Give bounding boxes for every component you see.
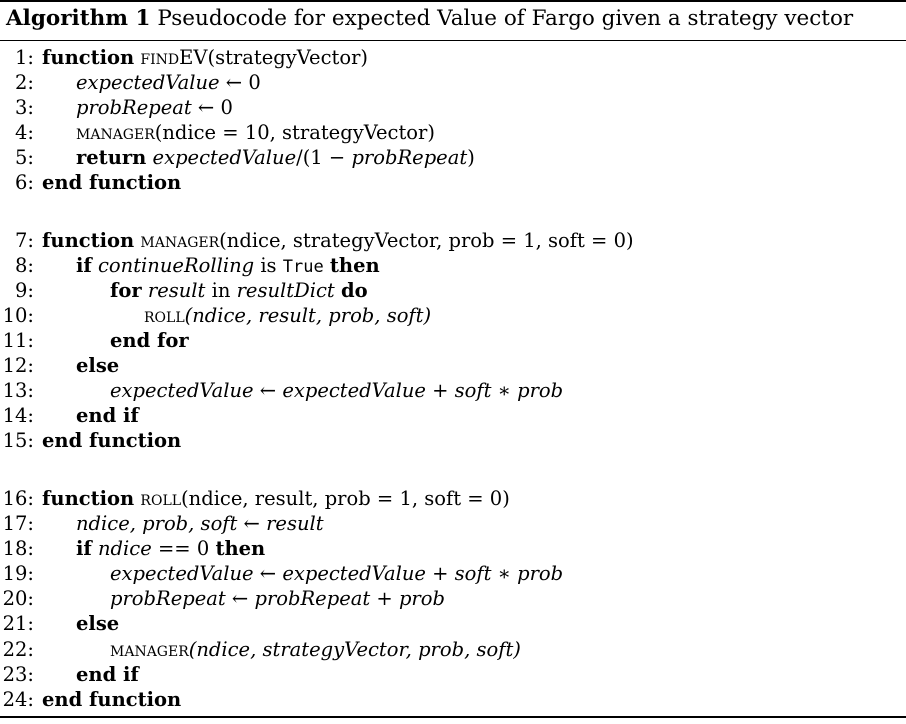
line-content: end for <box>110 329 189 352</box>
line-number: 14: <box>2 404 34 427</box>
line-content: function roll(ndice, result, prob = 1, s… <box>42 486 510 511</box>
line-number: 4: <box>15 121 34 144</box>
procedure-name: findEV <box>140 46 208 69</box>
variable: continueRolling <box>98 254 255 277</box>
keyword: then <box>329 254 380 277</box>
keyword: if <box>76 254 92 277</box>
line-content: end function <box>42 429 182 452</box>
variable: expectedValue <box>152 146 297 169</box>
line-number: 8: <box>15 254 34 277</box>
variable: ndice <box>98 537 152 560</box>
arguments: (ndice, result, prob = 1, soft = 0) <box>181 487 510 510</box>
line-content: manager(ndice, strategyVector, prob, sof… <box>110 637 521 662</box>
keyword: then <box>215 537 266 560</box>
operator: ) <box>467 146 475 169</box>
line-number: 19: <box>2 562 34 585</box>
variable: result <box>147 279 206 302</box>
keyword: if <box>76 537 92 560</box>
algorithm-caption: Algorithm 1 Pseudocode for expected Valu… <box>6 6 853 32</box>
keyword: function <box>42 229 135 252</box>
line-content: expectedValue ← expectedValue + soft ∗ p… <box>110 379 564 402</box>
line-number: 12: <box>2 354 34 377</box>
line-content: return expectedValue/(1 − probRepeat) <box>76 145 475 170</box>
variable: expectedValue <box>76 71 220 94</box>
arguments: (strategyVector) <box>207 46 369 69</box>
top-rule <box>0 0 906 2</box>
operator: /(1 − <box>296 146 352 169</box>
line-content: expectedValue ← expectedValue + soft ∗ p… <box>110 562 564 585</box>
assignment: ← 0 <box>191 96 233 119</box>
line-content: function manager(ndice, strategyVector, … <box>42 228 634 253</box>
line-number: 11: <box>2 329 34 352</box>
literal: True <box>282 257 324 277</box>
line-number: 22: <box>2 638 34 661</box>
variable: probRepeat <box>351 146 468 169</box>
procedure-name: manager <box>110 638 189 661</box>
line-content: if ndice == 0 then <box>76 536 265 561</box>
line-content: end if <box>76 404 139 427</box>
caption-label: Algorithm 1 <box>6 6 151 31</box>
line-number: 24: <box>2 688 34 711</box>
line-number: 13: <box>2 379 34 402</box>
line-content: end function <box>42 688 182 711</box>
arguments: (ndice, strategyVector, prob = 1, soft =… <box>219 229 634 252</box>
procedure-name: roll <box>140 487 182 510</box>
line-number: 6: <box>15 171 34 194</box>
line-number: 18: <box>2 537 34 560</box>
line-number: 16: <box>2 487 34 510</box>
line-content: end function <box>42 171 182 194</box>
line-content: function findEV(strategyVector) <box>42 45 368 70</box>
line-content: expectedValue ← 0 <box>76 70 261 95</box>
line-content: probRepeat ← 0 <box>76 95 233 120</box>
arguments: (ndice, strategyVector, prob, soft) <box>188 638 521 661</box>
keyword: function <box>42 487 135 510</box>
caption-rule <box>0 40 906 41</box>
procedure-name: roll <box>144 304 185 327</box>
procedure-name: manager <box>140 229 220 252</box>
line-content: ndice, prob, soft ← result <box>76 512 324 535</box>
line-content: for result in resultDict do <box>110 278 368 303</box>
line-number: 1: <box>15 46 34 69</box>
line-number: 5: <box>15 146 34 169</box>
line-number: 10: <box>2 304 34 327</box>
line-number: 21: <box>2 612 34 635</box>
keyword: for <box>110 279 142 302</box>
line-content: manager(ndice = 10, strategyVector) <box>76 120 435 145</box>
line-number: 3: <box>15 96 34 119</box>
bottom-rule <box>0 716 906 718</box>
assignment: ← 0 <box>219 71 261 94</box>
variable: probRepeat <box>76 96 192 119</box>
line-content: else <box>76 612 120 635</box>
variable: resultDict <box>236 279 335 302</box>
keyword: do <box>340 279 368 302</box>
line-number: 23: <box>2 663 34 686</box>
line-number: 7: <box>15 229 34 252</box>
keyword: return <box>76 146 147 169</box>
line-number: 20: <box>2 587 34 610</box>
operator: is <box>254 254 283 277</box>
line-number: 2: <box>15 71 34 94</box>
arguments: (ndice = 10, strategyVector) <box>154 121 435 144</box>
keyword: function <box>42 46 135 69</box>
line-number: 17: <box>2 512 34 535</box>
line-content: else <box>76 354 120 377</box>
line-content: if continueRolling is True then <box>76 253 380 280</box>
line-number: 9: <box>15 279 34 302</box>
procedure-name: manager <box>76 121 155 144</box>
line-content: probRepeat ← probRepeat + prob <box>110 587 445 610</box>
line-number: 15: <box>2 429 34 452</box>
line-content: roll(ndice, result, prob, soft) <box>144 303 431 328</box>
arguments: (ndice, result, prob, soft) <box>184 304 432 327</box>
line-content: end if <box>76 663 139 686</box>
operator: in <box>205 279 237 302</box>
operator: == 0 <box>151 537 216 560</box>
caption-text: Pseudocode for expected Value of Fargo g… <box>157 6 854 31</box>
